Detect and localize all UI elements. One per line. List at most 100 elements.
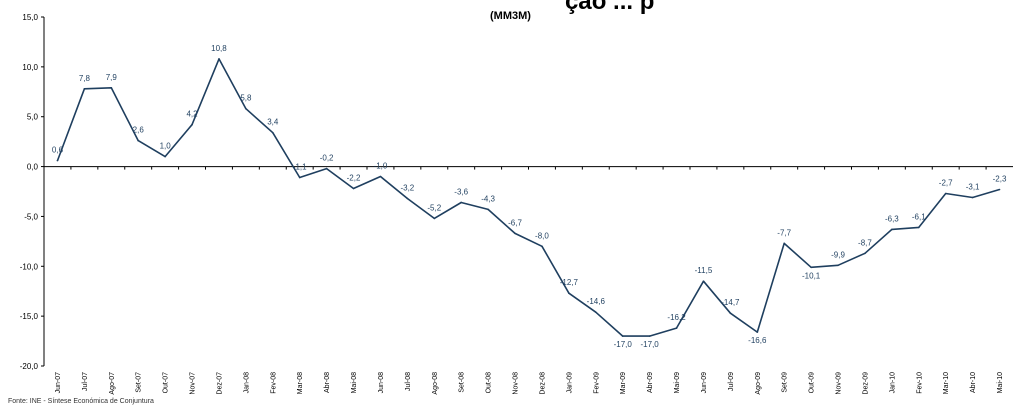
data-point	[783, 242, 786, 245]
x-tick-label: Mar-09	[620, 372, 627, 394]
data-label: -3,2	[400, 183, 414, 192]
data-label: -4,3	[481, 194, 495, 203]
data-label: -5,2	[427, 203, 441, 212]
x-tick-label: Nov-09	[836, 372, 843, 395]
data-label: -1,1	[293, 163, 307, 172]
data-label: -6,3	[885, 214, 899, 223]
data-label: -10,1	[802, 271, 821, 280]
data-label: -3,6	[454, 187, 468, 196]
data-point	[379, 175, 382, 178]
source-note: Fonte: INE - Síntese Económica de Conjun…	[8, 398, 154, 405]
data-point	[487, 208, 489, 211]
x-tick-label: Nov-07	[190, 372, 197, 395]
data-label: -3,1	[966, 182, 980, 191]
data-point	[460, 201, 463, 204]
data-label: 10,8	[211, 44, 227, 53]
data-point	[756, 331, 759, 333]
data-label: -8,0	[535, 231, 549, 240]
data-label: -6,7	[508, 218, 522, 227]
data-point	[191, 123, 193, 126]
x-tick-label: Nov-08	[513, 372, 520, 395]
data-point	[137, 139, 140, 142]
data-point	[944, 192, 947, 195]
x-tick-label: Fev-09	[593, 372, 600, 394]
data-label: -0,2	[320, 154, 334, 163]
x-tick-label: Jul-09	[728, 372, 735, 391]
data-label: -17,0	[641, 340, 660, 349]
y-tick-label: -20,0	[20, 362, 39, 371]
data-label: 2,6	[133, 126, 145, 135]
x-tick-label: Jan-09	[566, 372, 573, 394]
data-point	[729, 312, 732, 314]
x-tick-label: Ago-08	[432, 372, 439, 395]
data-point	[675, 327, 678, 329]
x-tick-label: Abr-09	[647, 372, 654, 393]
data-point	[245, 107, 247, 110]
data-label: -2,2	[347, 174, 361, 183]
data-label: 0,6	[52, 146, 64, 155]
x-tick-label: Dez-09	[862, 372, 869, 395]
data-label: -2,3	[993, 175, 1007, 184]
data-point	[594, 311, 597, 313]
chart-title: ção ... p	[565, 0, 655, 15]
data-label: 3,4	[267, 118, 279, 127]
x-tick-label: Out-07	[163, 372, 170, 394]
x-tick-label: Ago-07	[109, 372, 116, 395]
x-tick-label: Jan-10	[889, 372, 896, 394]
y-tick-label: -15,0	[20, 312, 39, 321]
y-tick-label: 5,0	[27, 113, 39, 122]
x-tick-label: Jan-08	[243, 372, 250, 394]
x-tick-label: Mar-10	[943, 372, 950, 394]
data-label: -16,2	[667, 313, 686, 322]
data-point	[621, 335, 624, 337]
data-label: -1,0	[374, 162, 388, 171]
x-tick-label: Jul-07	[82, 372, 89, 391]
data-label: -7,7	[777, 228, 791, 237]
x-tick-label: Set-07	[136, 372, 143, 393]
x-tick-label: Mar-08	[297, 372, 304, 394]
data-point	[837, 264, 839, 267]
x-tick-label: Set-08	[459, 372, 466, 393]
data-point	[810, 266, 812, 269]
data-label: 7,8	[79, 74, 91, 83]
x-tick-label: Jul-08	[405, 372, 412, 391]
data-point	[110, 86, 113, 89]
data-point	[325, 167, 328, 170]
data-label: -6,1	[912, 212, 926, 221]
data-point	[998, 188, 1001, 191]
data-label: -16,6	[748, 336, 767, 345]
data-label: -14,7	[721, 298, 740, 307]
y-tick-label: -10,0	[20, 262, 39, 271]
y-tick-label: 10,0	[22, 63, 38, 72]
data-label: 5,8	[240, 94, 252, 103]
data-label: -2,7	[939, 178, 953, 187]
data-point	[352, 187, 355, 190]
data-label: 7,9	[106, 73, 118, 82]
x-tick-label: Out-08	[486, 372, 493, 394]
data-label: -17,0	[614, 340, 633, 349]
x-tick-label: Mai-08	[351, 372, 358, 394]
x-tick-label: Jun-09	[701, 372, 708, 394]
data-label: -9,9	[831, 250, 845, 259]
data-point	[298, 176, 301, 179]
data-point	[917, 226, 920, 229]
y-tick-label: -5,0	[24, 212, 38, 221]
data-point	[83, 87, 86, 90]
x-tick-label: Fev-10	[916, 372, 923, 394]
y-tick-label: 15,0	[22, 13, 38, 22]
data-point	[514, 232, 516, 235]
x-tick-label: Dez-08	[539, 372, 546, 395]
data-point	[891, 228, 893, 231]
series-line	[56, 58, 1000, 337]
data-point	[56, 159, 59, 162]
x-tick-label: Mai-10	[997, 372, 1004, 394]
x-tick-label: Dez-07	[216, 372, 223, 395]
data-label: 1,0	[160, 142, 172, 151]
data-point	[271, 131, 274, 134]
x-tick-label: Fev-08	[270, 372, 277, 394]
x-tick-label: Jun-07	[55, 372, 62, 394]
x-tick-label: Set-09	[782, 372, 789, 393]
data-label: -11,5	[695, 266, 713, 275]
